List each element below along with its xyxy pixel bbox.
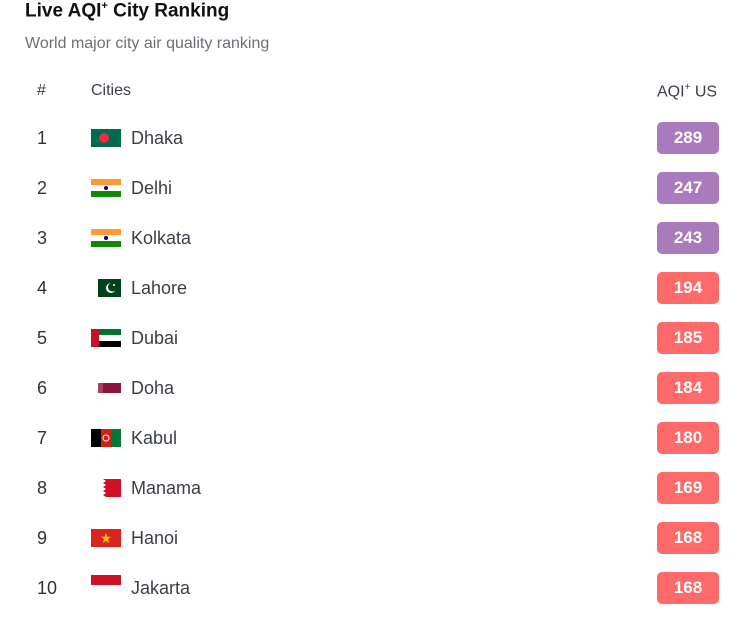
rank: 9	[37, 528, 48, 548]
table-row[interactable]: 6 Doha 184	[0, 363, 755, 413]
aqi-badge: 168	[657, 522, 719, 554]
aqi-badge: 184	[657, 372, 719, 404]
aqi-column-header: AQI+ US	[657, 82, 718, 101]
cities-column-header: Cities	[91, 82, 132, 99]
table-row[interactable]: 7 Kabul 180	[0, 413, 755, 463]
table-row[interactable]: 1 Dhaka 289	[0, 113, 755, 163]
table-row[interactable]: 3 Kolkata 243	[0, 213, 755, 263]
table-row[interactable]: 4 Lahore 194	[0, 263, 755, 313]
aqi-badge: 169	[657, 472, 719, 504]
city-name[interactable]: Dubai	[131, 328, 179, 348]
table-row[interactable]: 5 Dubai 185	[0, 313, 755, 363]
rank: 2	[37, 178, 48, 198]
city-name[interactable]: Lahore	[131, 278, 188, 298]
table-row[interactable]: 10 Jakarta 168	[0, 563, 755, 613]
city-name[interactable]: Jakarta	[131, 578, 191, 598]
rank: 6	[37, 378, 48, 398]
aqi-badge: 194	[657, 272, 719, 304]
page-subtitle: World major city air quality ranking	[25, 35, 270, 52]
table-row[interactable]: 9 Hanoi 168	[0, 513, 755, 563]
rank: 10	[37, 578, 58, 598]
aqi-badge: 180	[657, 422, 719, 454]
page-title: Live AQI+ City Ranking	[25, 0, 230, 22]
city-name[interactable]: Hanoi	[131, 528, 179, 548]
aqi-badge: 168	[657, 572, 719, 604]
aqi-badge: 185	[657, 322, 719, 354]
rank: 7	[37, 428, 48, 448]
city-name[interactable]: Kabul	[131, 428, 178, 448]
rank-column-header: #	[37, 82, 46, 99]
rank: 5	[37, 328, 48, 348]
table-row[interactable]: 2 Delhi 247	[0, 163, 755, 213]
aqi-badge: 247	[657, 172, 719, 204]
city-name[interactable]: Dhaka	[131, 128, 184, 148]
city-name[interactable]: Manama	[131, 478, 202, 498]
aqi-badge: 289	[657, 122, 719, 154]
city-name[interactable]: Doha	[131, 378, 175, 398]
rank: 8	[37, 478, 48, 498]
rank: 4	[37, 278, 48, 298]
aqi-badge: 243	[657, 222, 719, 254]
city-name[interactable]: Delhi	[131, 178, 173, 198]
rank: 1	[37, 128, 48, 148]
city-name[interactable]: Kolkata	[131, 228, 192, 248]
table-row[interactable]: 8 Manama 169	[0, 463, 755, 513]
rank: 3	[37, 228, 48, 248]
